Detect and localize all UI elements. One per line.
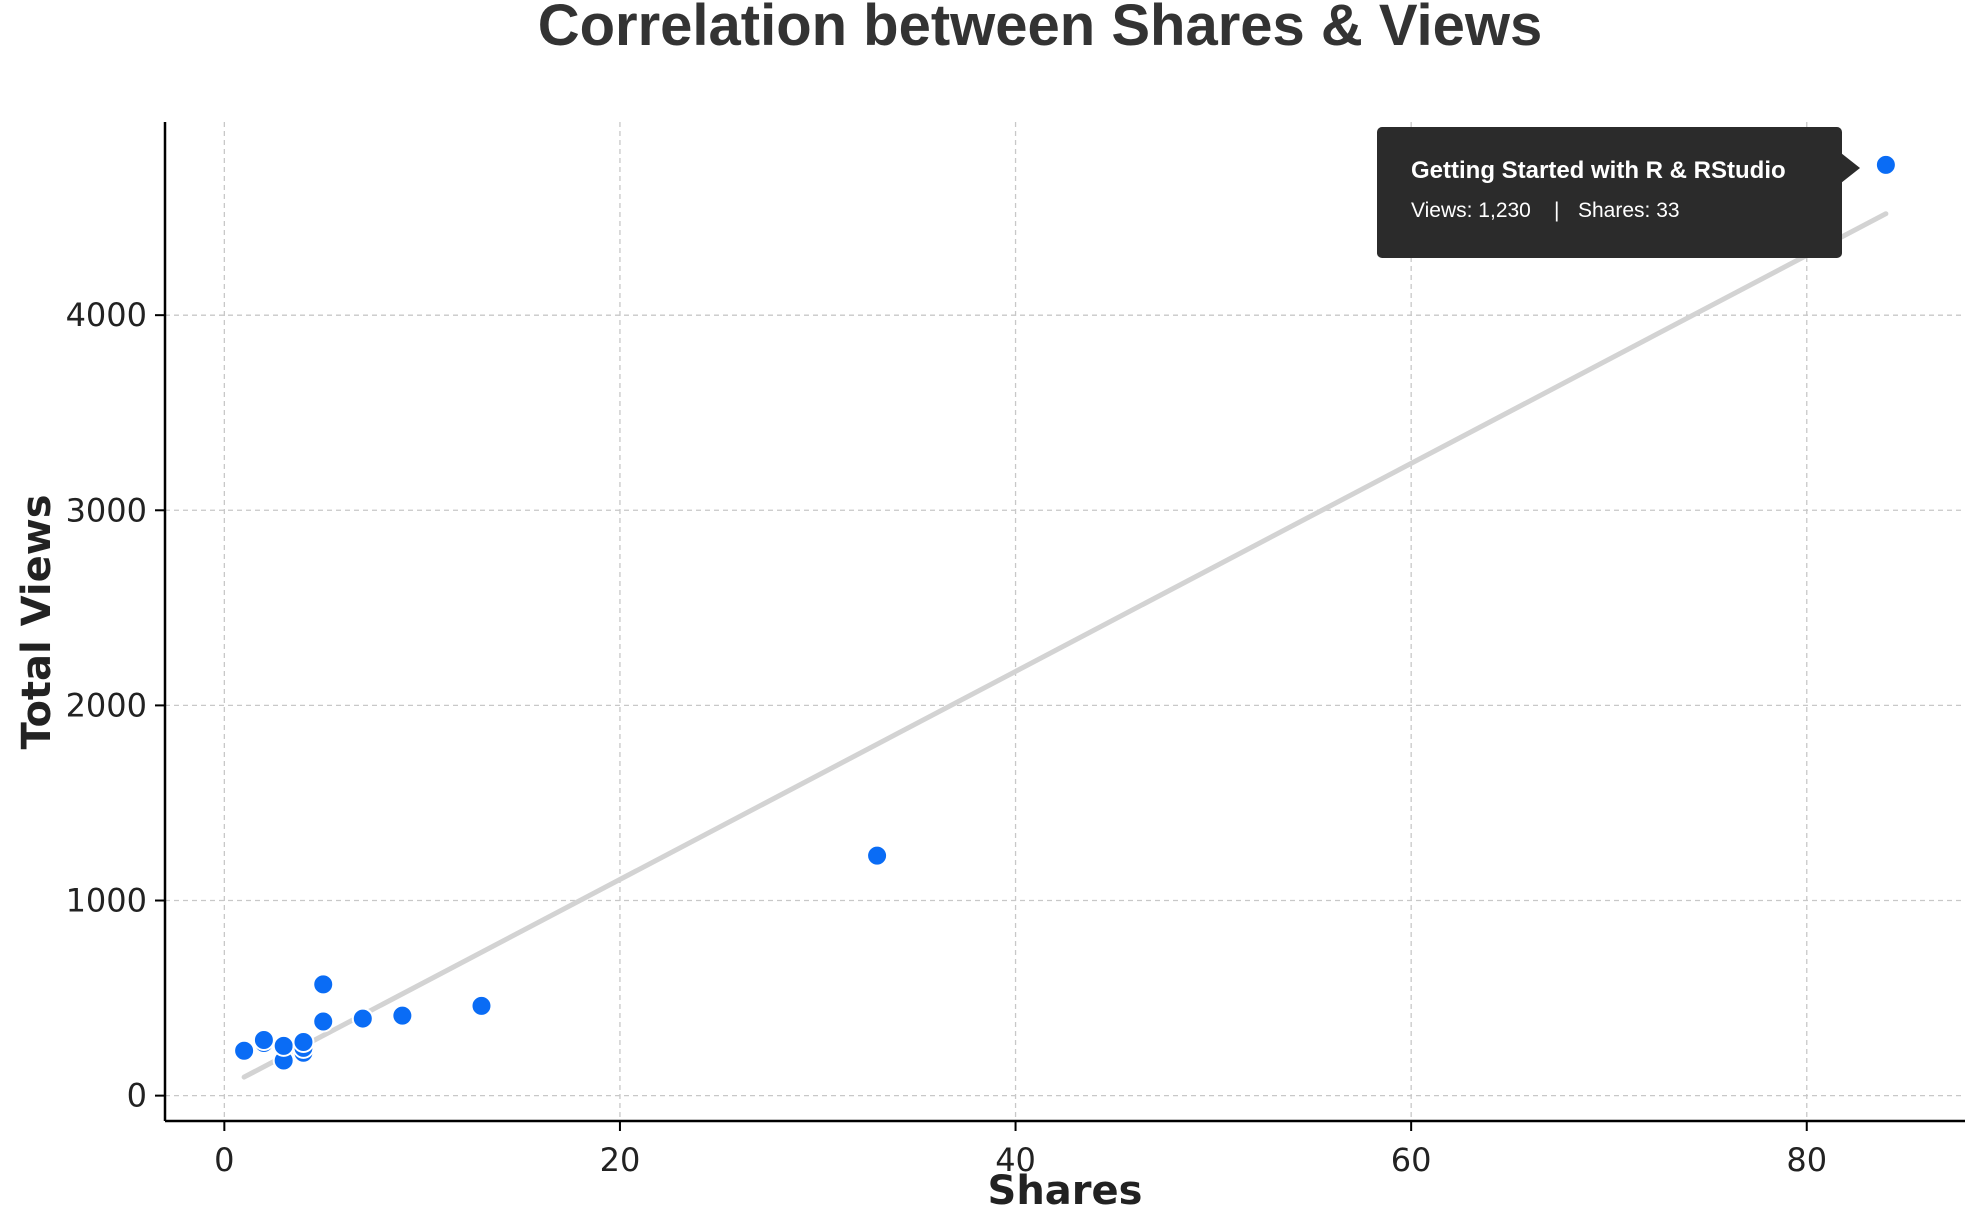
grid-lines (165, 122, 1965, 1121)
x-tick-label: 20 (600, 1141, 641, 1179)
data-point[interactable] (233, 1039, 256, 1062)
y-tick-label: 3000 (66, 491, 147, 529)
tooltip-separator: | (1554, 199, 1559, 222)
x-tick-label: 40 (995, 1141, 1036, 1179)
tooltip-box (1377, 127, 1842, 258)
trend-line (241, 211, 1889, 1080)
data-point[interactable] (252, 1029, 275, 1052)
tooltip-pointer (1841, 153, 1860, 183)
data-point[interactable] (312, 973, 335, 996)
y-tick-label: 2000 (66, 686, 147, 724)
x-tick-label: 80 (1786, 1141, 1827, 1179)
data-point[interactable] (272, 1034, 295, 1057)
y-tick-label: 0 (127, 1077, 147, 1115)
x-tick-label: 0 (214, 1141, 234, 1179)
x-tick-labels: 0 20 40 60 80 (214, 1121, 1827, 1179)
data-point[interactable] (312, 1010, 335, 1033)
y-tick-label: 4000 (66, 296, 147, 334)
data-point[interactable] (292, 1030, 315, 1053)
tooltip-views: Views: 1,230 (1411, 199, 1531, 222)
data-point[interactable] (866, 844, 889, 867)
y-tick-label: 1000 (66, 882, 147, 920)
y-tick-labels: 0 1000 2000 3000 4000 (66, 296, 165, 1115)
hover-tooltip: Getting Started with R & RStudio Views: … (1377, 127, 1860, 258)
x-axis-label: Shares (988, 1168, 1143, 1214)
tooltip-shares: Shares: 33 (1578, 199, 1680, 222)
data-points (233, 153, 1897, 1072)
data-point[interactable] (391, 1004, 414, 1027)
tooltip-title: Getting Started with R & RStudio (1411, 157, 1786, 184)
data-point[interactable] (470, 994, 493, 1017)
data-point[interactable] (351, 1007, 374, 1030)
data-point[interactable] (1874, 153, 1897, 176)
x-tick-label: 60 (1391, 1141, 1432, 1179)
y-axis-label: Total Views (14, 494, 60, 749)
plot-axes (163, 122, 1965, 1123)
chart-title: Correlation between Shares & Views (538, 0, 1543, 58)
